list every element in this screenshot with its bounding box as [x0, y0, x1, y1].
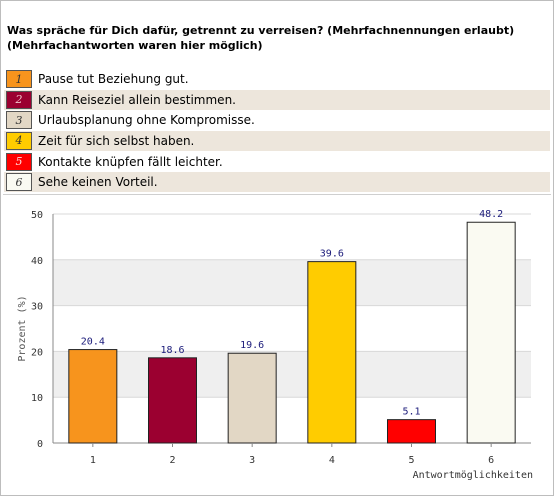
bar	[148, 357, 197, 444]
legend-label: Urlaubsplanung ohne Kompromisse.	[38, 113, 255, 128]
bar-chart: 0 10 20 30 40 50 20.4 1 18.6 2 19.6 3 39.6 4 5.1 5 48.2 6…	[17, 209, 533, 481]
legend-swatch: 5	[6, 152, 32, 171]
bar	[387, 419, 436, 444]
y-tick-label: 30	[31, 302, 43, 313]
bar	[307, 261, 357, 444]
y-tick-label: 40	[31, 256, 43, 267]
x-tick-label: 1	[90, 455, 96, 466]
grid-band	[53, 259, 531, 306]
question-text: Was spräche für Dich dafür, getrennt zu …	[7, 24, 515, 37]
legend-swatch: 4	[6, 131, 32, 150]
legend-swatch: 6	[6, 173, 32, 192]
y-tick-label: 50	[31, 210, 43, 221]
question-note: (Mehrfachantworten waren hier möglich)	[7, 39, 263, 52]
divider	[3, 194, 551, 195]
data-label: 18.6	[160, 345, 184, 356]
x-tick-label: 5	[408, 455, 414, 466]
legend-swatch: 3	[6, 111, 32, 130]
grid-band	[53, 351, 531, 398]
legend-label: Pause tut Beziehung gut.	[38, 72, 189, 86]
y-tick-label: 10	[31, 393, 43, 404]
x-axis-title: Antwortmöglichkeiten	[413, 470, 533, 481]
x-tick-label: 2	[169, 455, 175, 466]
legend-item: 3 Urlaubsplanung ohne Kompromisse.	[4, 110, 550, 130]
question-heading: Was spräche für Dich dafür, getrennt zu …	[7, 23, 547, 53]
answer-legend: 1 Pause tut Beziehung gut. 2 Kann Reisez…	[4, 69, 550, 193]
data-label: 48.2	[479, 209, 503, 220]
legend-item: 5 Kontakte knüpfen fällt leichter.	[4, 152, 550, 172]
data-label: 20.4	[81, 337, 105, 348]
x-tick-label: 6	[488, 455, 494, 466]
legend-item: 2 Kann Reiseziel allein bestimmen.	[4, 89, 550, 110]
legend-item: 6 Sehe keinen Vorteil.	[4, 172, 550, 193]
y-tick-label: 20	[31, 347, 43, 358]
legend-label: Zeit für sich selbst haben.	[38, 133, 195, 148]
legend-swatch: 2	[6, 90, 32, 109]
y-tick-label: 0	[37, 439, 43, 450]
legend-label: Kontakte knüpfen fällt leichter.	[38, 154, 223, 169]
legend-label: Kann Reiseziel allein bestimmen.	[38, 92, 236, 107]
legend-item: 1 Pause tut Beziehung gut.	[4, 69, 550, 89]
bar	[227, 352, 277, 444]
bar	[68, 349, 118, 444]
legend-swatch: 1	[6, 70, 32, 88]
bar	[466, 221, 516, 444]
legend-item: 4 Zeit für sich selbst haben.	[4, 130, 550, 151]
y-axis-title: Prozent (%)	[17, 295, 28, 361]
legend-label: Sehe keinen Vorteil.	[38, 175, 158, 190]
x-tick-label: 4	[329, 455, 335, 466]
data-label: 39.6	[320, 249, 344, 260]
data-label: 5.1	[402, 407, 420, 418]
data-label: 19.6	[240, 340, 264, 351]
x-tick-label: 3	[249, 455, 255, 466]
